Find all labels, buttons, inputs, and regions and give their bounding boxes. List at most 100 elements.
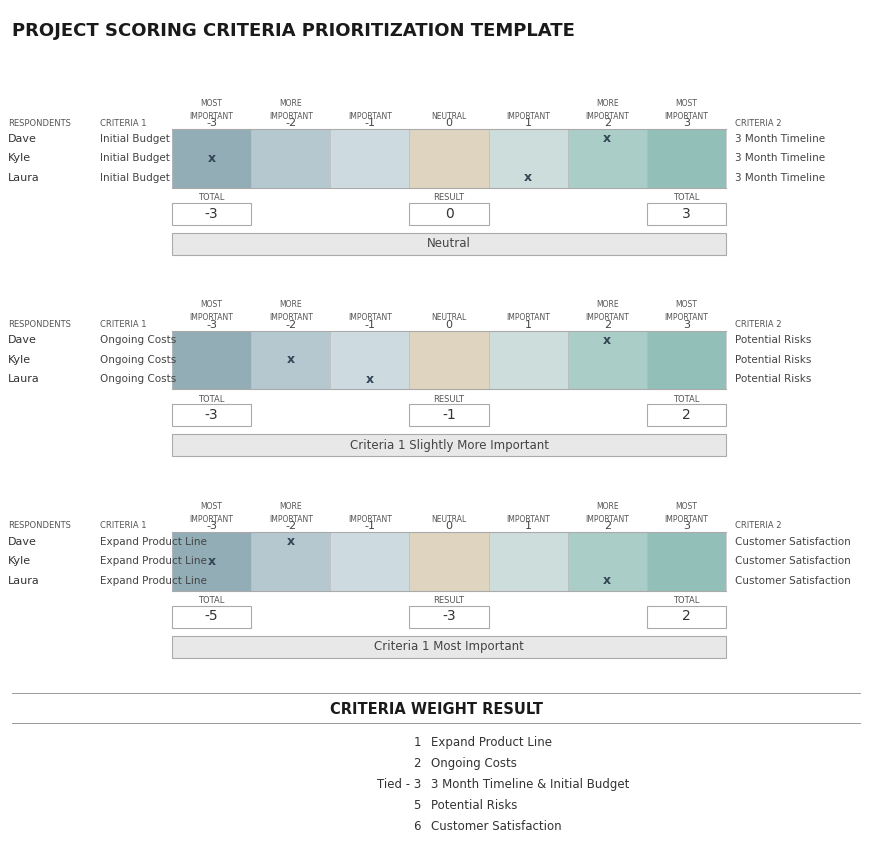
Text: Customer Satisfaction: Customer Satisfaction bbox=[735, 576, 851, 586]
Bar bbox=[251, 330, 330, 389]
Text: -2: -2 bbox=[285, 319, 296, 329]
Bar bbox=[647, 404, 726, 426]
Text: -2: -2 bbox=[285, 521, 296, 531]
Text: CRITERIA 1: CRITERIA 1 bbox=[100, 119, 146, 127]
Text: Criteria 1 Most Important: Criteria 1 Most Important bbox=[374, 640, 524, 653]
Text: NEUTRAL: NEUTRAL bbox=[432, 313, 467, 322]
Text: Ongoing Costs: Ongoing Costs bbox=[100, 374, 176, 385]
Text: -3: -3 bbox=[205, 408, 218, 422]
Text: IMPORTANT: IMPORTANT bbox=[507, 514, 550, 524]
Text: 3: 3 bbox=[683, 319, 690, 329]
Text: 1: 1 bbox=[525, 319, 532, 329]
Text: TOTAL: TOTAL bbox=[199, 193, 225, 202]
Bar bbox=[172, 636, 726, 657]
Text: -5: -5 bbox=[205, 610, 218, 623]
Bar bbox=[330, 129, 410, 188]
Text: -1: -1 bbox=[364, 521, 375, 531]
Bar bbox=[172, 434, 726, 456]
Text: Customer Satisfaction: Customer Satisfaction bbox=[735, 537, 851, 547]
Text: 1: 1 bbox=[525, 521, 532, 531]
Bar bbox=[172, 129, 251, 188]
Text: RESPONDENTS: RESPONDENTS bbox=[8, 320, 71, 329]
Text: 3: 3 bbox=[683, 521, 690, 531]
Text: CRITERIA 1: CRITERIA 1 bbox=[100, 320, 146, 329]
Text: 3 Month Timeline: 3 Month Timeline bbox=[735, 134, 825, 143]
Bar bbox=[172, 605, 251, 627]
Text: IMPORTANT: IMPORTANT bbox=[348, 313, 392, 322]
Text: 2: 2 bbox=[682, 610, 691, 623]
Text: IMPORTANT: IMPORTANT bbox=[585, 111, 630, 121]
Text: Dave: Dave bbox=[8, 335, 37, 346]
Text: Dave: Dave bbox=[8, 134, 37, 143]
Text: CRITERIA 2: CRITERIA 2 bbox=[735, 320, 781, 329]
Text: PROJECT SCORING CRITERIA PRIORITIZATION TEMPLATE: PROJECT SCORING CRITERIA PRIORITIZATION … bbox=[12, 22, 575, 40]
Text: 3: 3 bbox=[683, 118, 690, 128]
Text: IMPORTANT: IMPORTANT bbox=[269, 313, 313, 322]
Bar bbox=[410, 330, 488, 389]
Text: CRITERIA 1: CRITERIA 1 bbox=[100, 521, 146, 531]
Text: IMPORTANT: IMPORTANT bbox=[585, 313, 630, 322]
Bar bbox=[410, 404, 488, 426]
Bar bbox=[410, 129, 488, 188]
Bar bbox=[330, 330, 410, 389]
Text: IMPORTANT: IMPORTANT bbox=[269, 111, 313, 121]
Text: x: x bbox=[603, 334, 611, 346]
Text: NEUTRAL: NEUTRAL bbox=[432, 514, 467, 524]
Text: MOST: MOST bbox=[676, 98, 698, 108]
Text: Initial Budget: Initial Budget bbox=[100, 154, 170, 163]
Text: CRITERIA WEIGHT RESULT: CRITERIA WEIGHT RESULT bbox=[330, 702, 542, 717]
Bar bbox=[568, 532, 647, 591]
Bar bbox=[647, 203, 726, 224]
Text: 1: 1 bbox=[413, 736, 421, 749]
Bar bbox=[647, 129, 726, 188]
Text: 0: 0 bbox=[445, 206, 453, 221]
Bar bbox=[488, 129, 568, 188]
Text: Expand Product Line: Expand Product Line bbox=[100, 537, 207, 547]
Text: -3: -3 bbox=[206, 521, 217, 531]
Text: 1: 1 bbox=[525, 118, 532, 128]
Text: MOST: MOST bbox=[676, 502, 698, 510]
Text: TOTAL: TOTAL bbox=[673, 193, 699, 202]
Text: Potential Risks: Potential Risks bbox=[735, 374, 811, 385]
Text: CRITERIA 2: CRITERIA 2 bbox=[735, 119, 781, 127]
Text: 5: 5 bbox=[413, 799, 421, 812]
Text: Expand Product Line: Expand Product Line bbox=[100, 556, 207, 566]
Text: x: x bbox=[287, 353, 295, 366]
Text: RESULT: RESULT bbox=[433, 395, 465, 403]
Text: 0: 0 bbox=[446, 521, 453, 531]
Text: Kyle: Kyle bbox=[8, 355, 31, 365]
Bar bbox=[410, 203, 488, 224]
Bar bbox=[172, 404, 251, 426]
Text: 0: 0 bbox=[446, 319, 453, 329]
Text: MOST: MOST bbox=[201, 502, 222, 510]
Text: MOST: MOST bbox=[676, 300, 698, 309]
Text: x: x bbox=[524, 171, 532, 184]
Text: MORE: MORE bbox=[596, 300, 618, 309]
Text: IMPORTANT: IMPORTANT bbox=[348, 514, 392, 524]
Text: Neutral: Neutral bbox=[427, 237, 471, 250]
Text: x: x bbox=[603, 132, 611, 145]
Text: Laura: Laura bbox=[8, 374, 40, 385]
Text: x: x bbox=[287, 535, 295, 548]
Text: -2: -2 bbox=[285, 118, 296, 128]
Text: 3: 3 bbox=[682, 206, 691, 221]
Bar bbox=[251, 129, 330, 188]
Text: 2: 2 bbox=[603, 118, 611, 128]
Text: x: x bbox=[603, 574, 611, 588]
Text: Customer Satisfaction: Customer Satisfaction bbox=[431, 820, 562, 833]
Text: RESULT: RESULT bbox=[433, 596, 465, 605]
Bar bbox=[330, 532, 410, 591]
Text: RESULT: RESULT bbox=[433, 193, 465, 202]
Text: TOTAL: TOTAL bbox=[673, 395, 699, 403]
Bar bbox=[488, 330, 568, 389]
Text: IMPORTANT: IMPORTANT bbox=[664, 111, 708, 121]
Text: IMPORTANT: IMPORTANT bbox=[507, 313, 550, 322]
Bar bbox=[647, 605, 726, 627]
Text: -3: -3 bbox=[206, 319, 217, 329]
Text: -3: -3 bbox=[205, 206, 218, 221]
Text: Kyle: Kyle bbox=[8, 154, 31, 163]
Text: IMPORTANT: IMPORTANT bbox=[348, 111, 392, 121]
Text: -1: -1 bbox=[442, 408, 456, 422]
Text: 3 Month Timeline: 3 Month Timeline bbox=[735, 154, 825, 163]
Text: x: x bbox=[365, 373, 374, 385]
